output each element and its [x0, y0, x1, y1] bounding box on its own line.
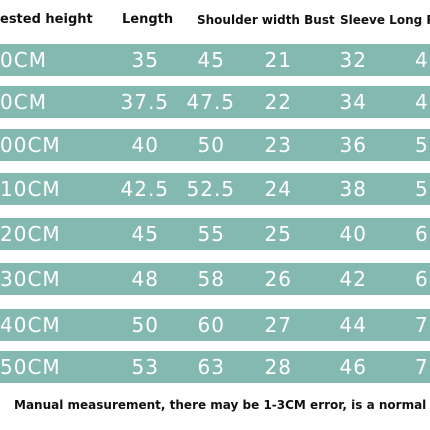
cell: 63: [197, 355, 225, 379]
cell: 5: [415, 133, 429, 157]
row-label: 30CM: [0, 267, 61, 291]
cell: 27: [264, 313, 292, 337]
cell: 40: [339, 222, 367, 246]
row-bar: 0CM 35 45 21 32 4: [0, 44, 430, 76]
cell: 47.5: [186, 90, 236, 114]
cell: 7: [415, 355, 429, 379]
row-label: 50CM: [0, 355, 61, 379]
header-shoulder-bust: Shoulder width Bust: [197, 13, 335, 27]
row-label: 00CM: [0, 133, 61, 157]
cell: 4: [415, 90, 429, 114]
row-label: 40CM: [0, 313, 61, 337]
cell: 5: [415, 177, 429, 201]
cell: 36: [339, 133, 367, 157]
cell: 40: [131, 133, 159, 157]
row-bar: 10CM 42.5 52.5 24 38 5: [0, 173, 430, 205]
cell: 46: [339, 355, 367, 379]
row-bar: 40CM 50 60 27 44 7: [0, 309, 430, 341]
cell: 42: [339, 267, 367, 291]
cell: 50: [197, 133, 225, 157]
cell: 22: [264, 90, 292, 114]
cell: 26: [264, 267, 292, 291]
cell: 34: [339, 90, 367, 114]
cell: 38: [339, 177, 367, 201]
cell: 23: [264, 133, 292, 157]
cell: 45: [197, 48, 225, 72]
row-bar: 0CM 37.5 47.5 22 34 4: [0, 86, 430, 118]
row-bar: 00CM 40 50 23 36 5: [0, 129, 430, 161]
cell: 32: [339, 48, 367, 72]
cell: 4: [415, 48, 429, 72]
cell: 21: [264, 48, 292, 72]
header-length: Length: [122, 12, 174, 27]
cell: 53: [131, 355, 159, 379]
row-label: 0CM: [0, 48, 47, 72]
cell: 24: [264, 177, 292, 201]
cell: 45: [131, 222, 159, 246]
cell: 44: [339, 313, 367, 337]
cell: 6: [415, 222, 429, 246]
cell: 37.5: [120, 90, 170, 114]
cell: 28: [264, 355, 292, 379]
row-label: 0CM: [0, 90, 47, 114]
header-height: ested height: [0, 12, 93, 27]
row-bar: 20CM 45 55 25 40 6: [0, 218, 430, 250]
cell: 25: [264, 222, 292, 246]
row-bar: 50CM 53 63 28 46 7: [0, 351, 430, 383]
header-sleeve-pants: Sleeve Long Pa: [340, 13, 430, 27]
cell: 48: [131, 267, 159, 291]
row-label: 20CM: [0, 222, 61, 246]
cell: 58: [197, 267, 225, 291]
row-bar: 30CM 48 58 26 42 6: [0, 263, 430, 295]
cell: 55: [197, 222, 225, 246]
cell: 60: [197, 313, 225, 337]
row-label: 10CM: [0, 177, 61, 201]
cell: 35: [131, 48, 159, 72]
cell: 52.5: [186, 177, 236, 201]
footnote: Manual measurement, there may be 1-3CM e…: [14, 398, 427, 412]
cell: 6: [415, 267, 429, 291]
cell: 42.5: [120, 177, 170, 201]
cell: 7: [415, 313, 429, 337]
cell: 50: [131, 313, 159, 337]
